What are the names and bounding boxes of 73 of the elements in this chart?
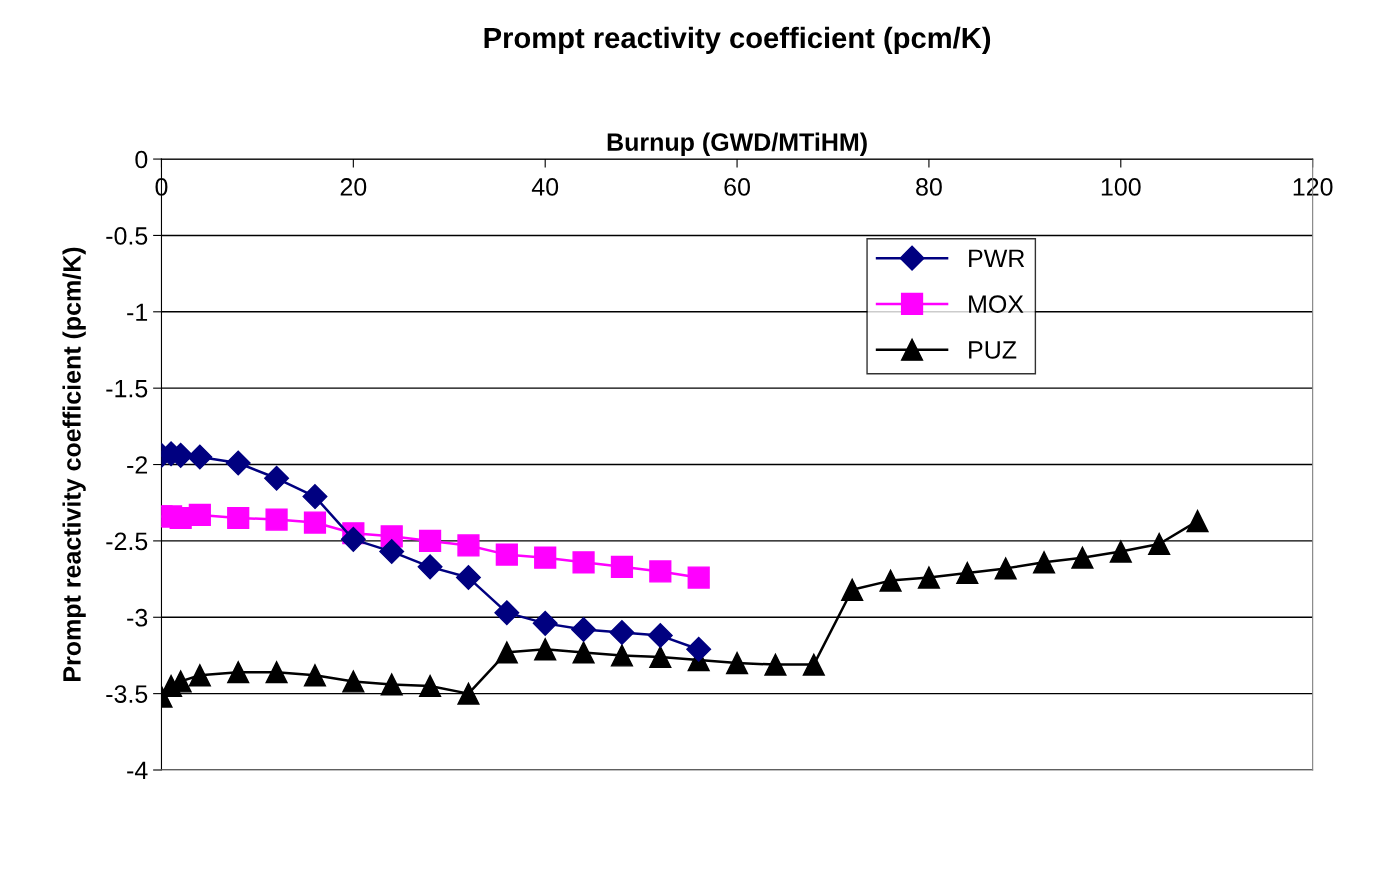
x-tick-label: 20 (340, 178, 367, 196)
y-tick-label: 0 (135, 150, 148, 169)
point (457, 534, 480, 557)
y-tick-label: -4 (127, 761, 148, 780)
point (418, 674, 442, 698)
x-tick-label: 80 (916, 178, 942, 196)
point (457, 682, 480, 705)
point (687, 566, 710, 589)
point (227, 661, 250, 684)
legend-label: MOX (969, 295, 1024, 313)
x-tick-label: 120 (1293, 178, 1333, 196)
chart-title: Prompt reactivity coefficient (pcm/K) (484, 26, 991, 55)
point (1032, 551, 1056, 574)
point (227, 506, 250, 530)
point (225, 450, 251, 476)
point (264, 465, 290, 491)
legend-label: PWR (969, 249, 1025, 267)
point (879, 569, 902, 592)
y-axis-title: Prompt reactivity coefficient (pcm/K) (62, 247, 86, 681)
y-tick-label: -1.5 (106, 380, 148, 398)
point (1186, 509, 1209, 533)
point (649, 560, 672, 583)
point (303, 664, 327, 687)
point (572, 641, 595, 664)
point (764, 653, 787, 676)
y-tick-label: -1 (127, 303, 148, 321)
point (379, 539, 405, 565)
point (188, 664, 211, 687)
point (340, 526, 366, 552)
point (686, 636, 712, 662)
point (1071, 546, 1094, 569)
point (418, 529, 442, 553)
point (265, 508, 288, 531)
point (495, 641, 518, 664)
point (917, 566, 941, 589)
y-tick-label: -3 (127, 608, 148, 627)
point (571, 617, 597, 642)
point (494, 600, 520, 626)
x-tick-label: 40 (531, 178, 559, 196)
point (417, 554, 443, 580)
point (1148, 532, 1171, 556)
y-tick-label: -3.5 (106, 685, 148, 703)
point (302, 484, 328, 510)
point (647, 623, 673, 649)
point (649, 645, 672, 669)
point (532, 610, 558, 636)
point (455, 565, 481, 591)
point (572, 551, 595, 574)
point (841, 578, 864, 601)
point (187, 444, 213, 470)
point (265, 661, 288, 684)
legend-label: PUZ (969, 341, 1017, 359)
y-tick-label: -2.5 (106, 532, 148, 551)
x-axis-title: Burnup (GWD/MTiHM) (607, 132, 867, 156)
y-tick-label: -2 (127, 456, 148, 474)
point (342, 670, 365, 693)
point (994, 557, 1017, 580)
point (956, 561, 979, 585)
point (725, 651, 749, 675)
x-tick-label: 100 (1101, 178, 1141, 196)
y-tick-label: -0.5 (106, 227, 148, 245)
point (610, 644, 634, 667)
point (188, 503, 211, 527)
point (1109, 540, 1132, 563)
point (534, 638, 557, 661)
point (495, 543, 518, 566)
point (534, 546, 557, 569)
point (610, 555, 634, 578)
point (609, 620, 635, 646)
point (380, 673, 403, 696)
point (303, 511, 327, 534)
x-tick-label: 60 (724, 178, 750, 196)
point (802, 653, 825, 676)
